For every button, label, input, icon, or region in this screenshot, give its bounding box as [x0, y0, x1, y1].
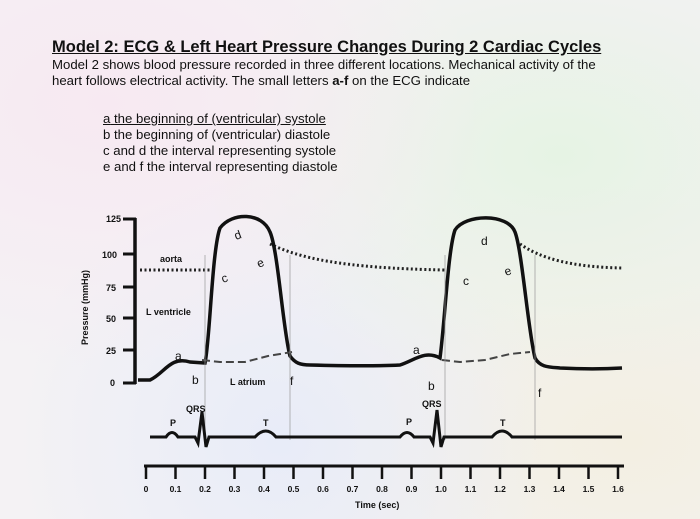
cycle2-letters: a b c d e f: [413, 234, 542, 400]
aorta-label: aorta: [160, 254, 183, 264]
x-tick-label: 0.5: [288, 484, 300, 494]
y-axis-label: Pressure (mmHg): [80, 270, 90, 345]
letter-a: a: [413, 343, 420, 357]
definition-b: b the beginning of (ventricular) diastol…: [103, 127, 338, 143]
letter-d: d: [232, 227, 243, 242]
definition-ef: e and f the interval representing diasto…: [103, 159, 338, 175]
letter-a: a: [175, 349, 182, 363]
y-tick-label: 100: [102, 250, 117, 260]
p-wave-label: P: [406, 417, 412, 427]
ventricle-curve: [138, 214, 623, 382]
y-tick-label: 0: [110, 378, 115, 388]
x-tick-label: 0.8: [376, 484, 388, 494]
t-wave-label: T: [500, 418, 506, 428]
y-axis: 125 100 75 50 25 0 Pressure (mmHg): [80, 214, 137, 388]
qrs-label: QRS: [422, 399, 442, 409]
letter-c: c: [463, 274, 469, 288]
x-tick-label: 0.7: [347, 484, 359, 494]
x-tick-label: 0.2: [199, 484, 211, 494]
x-tick-label: 0.4: [258, 484, 270, 494]
y-tick-label: 25: [106, 346, 116, 356]
definition-letter: e and f: [103, 159, 144, 174]
ventricle-label: L ventricle: [146, 307, 191, 317]
p-wave-label: P: [170, 418, 176, 428]
definition-text: the interval representing diastole: [147, 159, 338, 174]
x-tick-label: 0.3: [229, 484, 241, 494]
ecg-line: [150, 409, 622, 449]
x-tick-label: 1.6: [612, 484, 624, 494]
x-tick-label: 1.5: [583, 484, 595, 494]
ventricle-pressure: L ventricle: [138, 214, 623, 382]
y-tick-label: 50: [106, 314, 116, 324]
x-tick-label: 0.9: [406, 484, 418, 494]
x-tick-label: 1.1: [465, 484, 477, 494]
y-tick-label: 125: [106, 214, 121, 224]
letter-e: e: [502, 263, 513, 279]
x-tick-label: 1.4: [553, 484, 565, 494]
guide-lines: [204, 255, 536, 440]
definition-cd: c and d the interval representing systol…: [103, 143, 338, 159]
definition-letter: c and d: [103, 143, 147, 158]
letter-d: d: [481, 234, 488, 248]
letter-f: f: [290, 374, 294, 388]
definition-a: a the beginning of (ventricular) systole: [103, 111, 338, 127]
definition-text: the interval representing systole: [149, 143, 337, 158]
intro-paragraph: Model 2 shows blood pressure recorded in…: [52, 57, 612, 89]
qrs-label: QRS: [186, 404, 206, 414]
x-tick-label: 0.6: [317, 484, 329, 494]
x-tick-label: 1.3: [524, 484, 536, 494]
atrium-pressure: L atrium: [201, 351, 531, 387]
definition-text: the beginning of (ventricular) diastole: [114, 127, 331, 142]
aorta-pressure: aorta: [140, 242, 623, 272]
letter-b: b: [192, 373, 199, 387]
definition-list: a the beginning of (ventricular) systole…: [103, 111, 338, 175]
intro-letters: a-f: [332, 73, 349, 88]
x-axis: Time (sec) 0 0.1 0.2 0.3 0.4 0.5 0.6 0.7 0.8 0.9 1…: [144, 464, 624, 510]
atrium-line-cycle1: [201, 351, 293, 363]
letter-c: c: [219, 271, 229, 286]
letter-e: e: [254, 255, 266, 271]
x-tick-label: 0.1: [170, 484, 182, 494]
intro-text-end: on the ECG indicate: [352, 73, 471, 88]
definition-letter: a the beginning of (ventricular) systole: [103, 111, 326, 126]
intro-text: Model 2 shows blood pressure recorded in…: [52, 57, 596, 88]
x-tick-label: 1.0: [435, 484, 447, 494]
aorta-line-between: [269, 242, 446, 272]
y-tick-label: 75: [106, 283, 116, 293]
letter-f: f: [538, 386, 542, 400]
ecg-trace: QRS QRS P P T T: [150, 399, 622, 449]
x-tick-label: 1.2: [494, 484, 506, 494]
aorta-line-cycle2: [519, 242, 623, 270]
letter-b: b: [428, 379, 435, 393]
atrium-label: L atrium: [230, 377, 265, 387]
x-axis-label: Time (sec): [355, 500, 399, 510]
definition-letter: b: [103, 127, 111, 142]
t-wave-label: T: [263, 418, 269, 428]
atrium-line-cycle2: [441, 351, 531, 364]
page-title: Model 2: ECG & Left Heart Pressure Chang…: [52, 38, 602, 56]
x-tick-label: 0: [144, 484, 149, 494]
